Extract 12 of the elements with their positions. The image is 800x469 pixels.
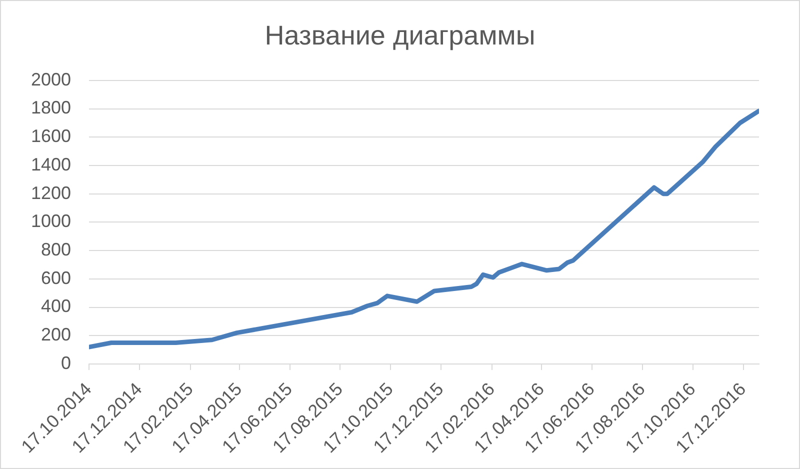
chart-title: Название диаграммы [264,20,536,51]
y-tick-label: 800 [40,240,71,260]
y-tick-label: 600 [40,268,71,288]
y-tick-label: 0 [60,352,71,373]
y-tick-label: 1800 [30,98,71,118]
y-tick-label: 1400 [30,154,71,174]
y-tick-label: 1000 [30,211,71,232]
y-tick-label: 2000 [30,69,71,90]
y-tick-label: 1200 [30,182,71,203]
y-tick-label: 1600 [30,126,71,146]
y-tick-label: 400 [40,296,71,316]
y-tick-label: 200 [40,324,71,345]
